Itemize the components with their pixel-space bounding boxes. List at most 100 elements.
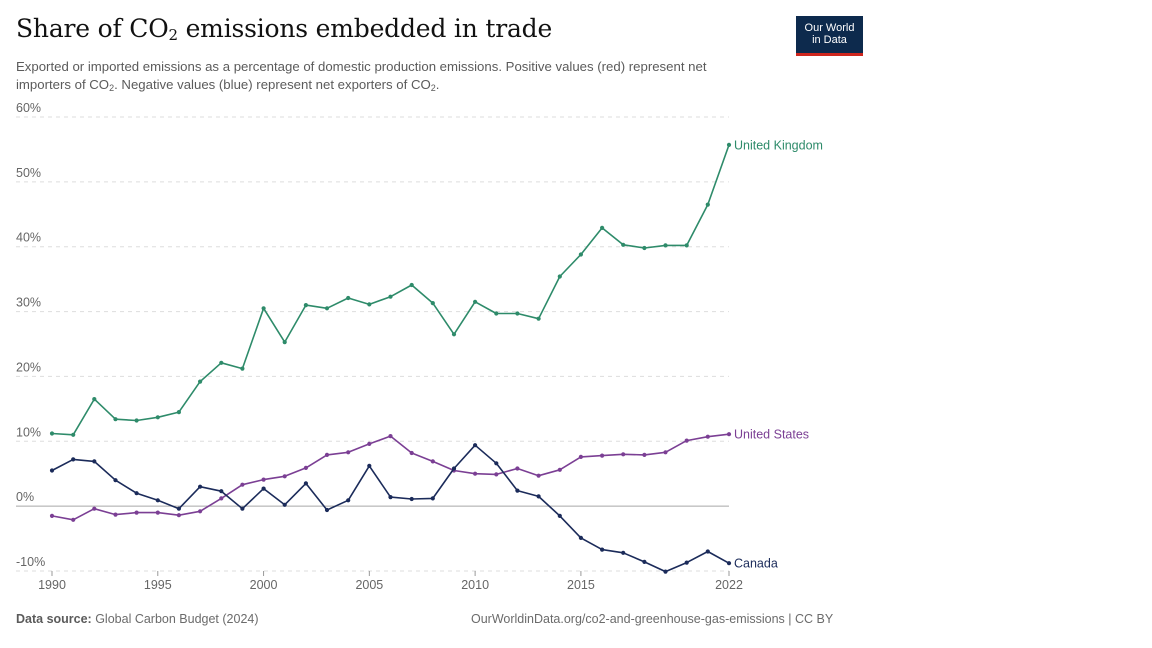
data-point-united-states[interactable] xyxy=(388,434,393,439)
series-line-canada[interactable] xyxy=(51,444,730,573)
data-point-united-states[interactable] xyxy=(642,452,647,457)
data-point-canada[interactable] xyxy=(473,443,478,448)
data-point-united-states[interactable] xyxy=(578,454,584,459)
data-point-united-states[interactable] xyxy=(346,450,351,455)
data-point-united-states[interactable] xyxy=(367,441,372,446)
data-point-united-kingdom[interactable] xyxy=(536,316,541,321)
data-point-united-states[interactable] xyxy=(600,453,605,458)
data-point-united-kingdom[interactable] xyxy=(600,225,605,230)
data-point-canada[interactable] xyxy=(705,549,710,554)
data-point-united-states[interactable] xyxy=(515,466,520,471)
data-point-united-kingdom[interactable] xyxy=(388,294,393,299)
data-point-canada[interactable] xyxy=(49,468,55,473)
data-point-canada[interactable] xyxy=(430,496,435,501)
data-point-united-states[interactable] xyxy=(409,450,414,456)
data-point-canada[interactable] xyxy=(240,506,245,511)
series-label-united-kingdom[interactable]: United Kingdom xyxy=(734,138,823,152)
data-point-united-kingdom[interactable] xyxy=(303,303,308,308)
data-point-canada[interactable] xyxy=(346,498,351,503)
data-point-united-kingdom[interactable] xyxy=(155,415,160,420)
data-point-united-kingdom[interactable] xyxy=(367,302,372,307)
data-point-united-kingdom[interactable] xyxy=(705,202,710,207)
data-point-united-kingdom[interactable] xyxy=(49,431,55,436)
data-point-united-states[interactable] xyxy=(303,465,308,470)
data-point-canada[interactable] xyxy=(642,559,647,564)
data-point-canada[interactable] xyxy=(176,506,181,511)
data-point-canada[interactable] xyxy=(578,535,584,540)
series-label-canada[interactable]: Canada xyxy=(734,557,778,571)
data-point-canada[interactable] xyxy=(663,569,668,574)
data-point-united-states[interactable] xyxy=(113,512,118,517)
data-point-united-kingdom[interactable] xyxy=(409,282,414,288)
data-point-united-states[interactable] xyxy=(430,459,435,464)
source-url-license[interactable]: OurWorldinData.org/co2-and-greenhouse-ga… xyxy=(471,612,834,626)
data-point-canada[interactable] xyxy=(494,461,499,466)
data-point-canada[interactable] xyxy=(282,502,287,507)
data-point-united-kingdom[interactable] xyxy=(261,306,266,311)
data-point-united-kingdom[interactable] xyxy=(430,301,435,306)
data-point-united-kingdom[interactable] xyxy=(176,410,181,415)
data-point-canada[interactable] xyxy=(557,513,562,518)
data-point-canada[interactable] xyxy=(515,488,520,493)
data-point-canada[interactable] xyxy=(71,457,76,462)
data-point-canada[interactable] xyxy=(536,494,541,499)
data-point-united-kingdom[interactable] xyxy=(219,360,224,365)
data-point-canada[interactable] xyxy=(261,486,266,491)
data-point-canada[interactable] xyxy=(324,507,330,513)
data-point-united-states[interactable] xyxy=(324,452,330,457)
data-point-united-kingdom[interactable] xyxy=(282,340,287,345)
data-point-united-states[interactable] xyxy=(536,473,541,478)
data-point-united-kingdom[interactable] xyxy=(240,366,245,371)
data-point-united-kingdom[interactable] xyxy=(578,252,584,257)
data-point-canada[interactable] xyxy=(388,495,393,500)
data-point-united-kingdom[interactable] xyxy=(621,242,626,247)
data-point-united-states[interactable] xyxy=(282,474,287,479)
data-point-canada[interactable] xyxy=(155,498,160,503)
data-point-united-kingdom[interactable] xyxy=(92,397,97,402)
data-point-united-kingdom[interactable] xyxy=(451,332,457,337)
data-point-united-kingdom[interactable] xyxy=(494,311,499,316)
data-point-canada[interactable] xyxy=(600,547,605,552)
data-point-united-kingdom[interactable] xyxy=(642,245,647,251)
data-point-canada[interactable] xyxy=(92,459,97,464)
data-point-united-states[interactable] xyxy=(49,513,55,518)
data-point-united-kingdom[interactable] xyxy=(473,299,478,304)
data-point-united-states[interactable] xyxy=(663,450,668,455)
data-point-united-kingdom[interactable] xyxy=(71,432,76,437)
data-point-canada[interactable] xyxy=(409,496,414,502)
series-line-united-kingdom[interactable] xyxy=(51,144,730,436)
data-point-united-kingdom[interactable] xyxy=(198,379,203,384)
data-point-united-kingdom[interactable] xyxy=(515,311,520,316)
data-point-canada[interactable] xyxy=(303,481,308,486)
data-point-canada[interactable] xyxy=(198,484,203,489)
data-point-united-states[interactable] xyxy=(176,513,181,518)
data-point-united-kingdom[interactable] xyxy=(557,274,562,279)
data-point-united-states[interactable] xyxy=(726,432,732,437)
data-point-united-states[interactable] xyxy=(198,509,203,514)
data-point-united-states[interactable] xyxy=(240,482,245,487)
data-point-united-states[interactable] xyxy=(155,510,160,515)
data-point-united-states[interactable] xyxy=(705,434,710,439)
data-point-canada[interactable] xyxy=(134,491,139,496)
data-point-united-kingdom[interactable] xyxy=(324,306,330,311)
data-point-canada[interactable] xyxy=(451,466,457,471)
data-point-united-kingdom[interactable] xyxy=(113,417,118,422)
data-point-united-kingdom[interactable] xyxy=(663,243,668,248)
data-point-canada[interactable] xyxy=(219,489,224,494)
data-point-united-states[interactable] xyxy=(621,452,626,457)
owid-logo[interactable]: Our World in Data xyxy=(796,16,863,56)
data-point-united-states[interactable] xyxy=(134,510,139,515)
data-point-united-kingdom[interactable] xyxy=(134,418,139,423)
data-point-canada[interactable] xyxy=(684,560,689,565)
data-point-united-kingdom[interactable] xyxy=(346,295,351,301)
data-point-canada[interactable] xyxy=(726,561,732,566)
data-point-united-states[interactable] xyxy=(684,438,689,443)
data-point-united-kingdom[interactable] xyxy=(684,243,689,248)
data-point-united-states[interactable] xyxy=(557,467,562,472)
series-label-united-states[interactable]: United States xyxy=(734,428,809,442)
data-point-canada[interactable] xyxy=(621,550,626,555)
data-point-united-states[interactable] xyxy=(494,472,499,477)
data-point-united-states[interactable] xyxy=(71,517,76,522)
data-point-canada[interactable] xyxy=(113,478,118,483)
data-point-united-states[interactable] xyxy=(92,506,97,511)
